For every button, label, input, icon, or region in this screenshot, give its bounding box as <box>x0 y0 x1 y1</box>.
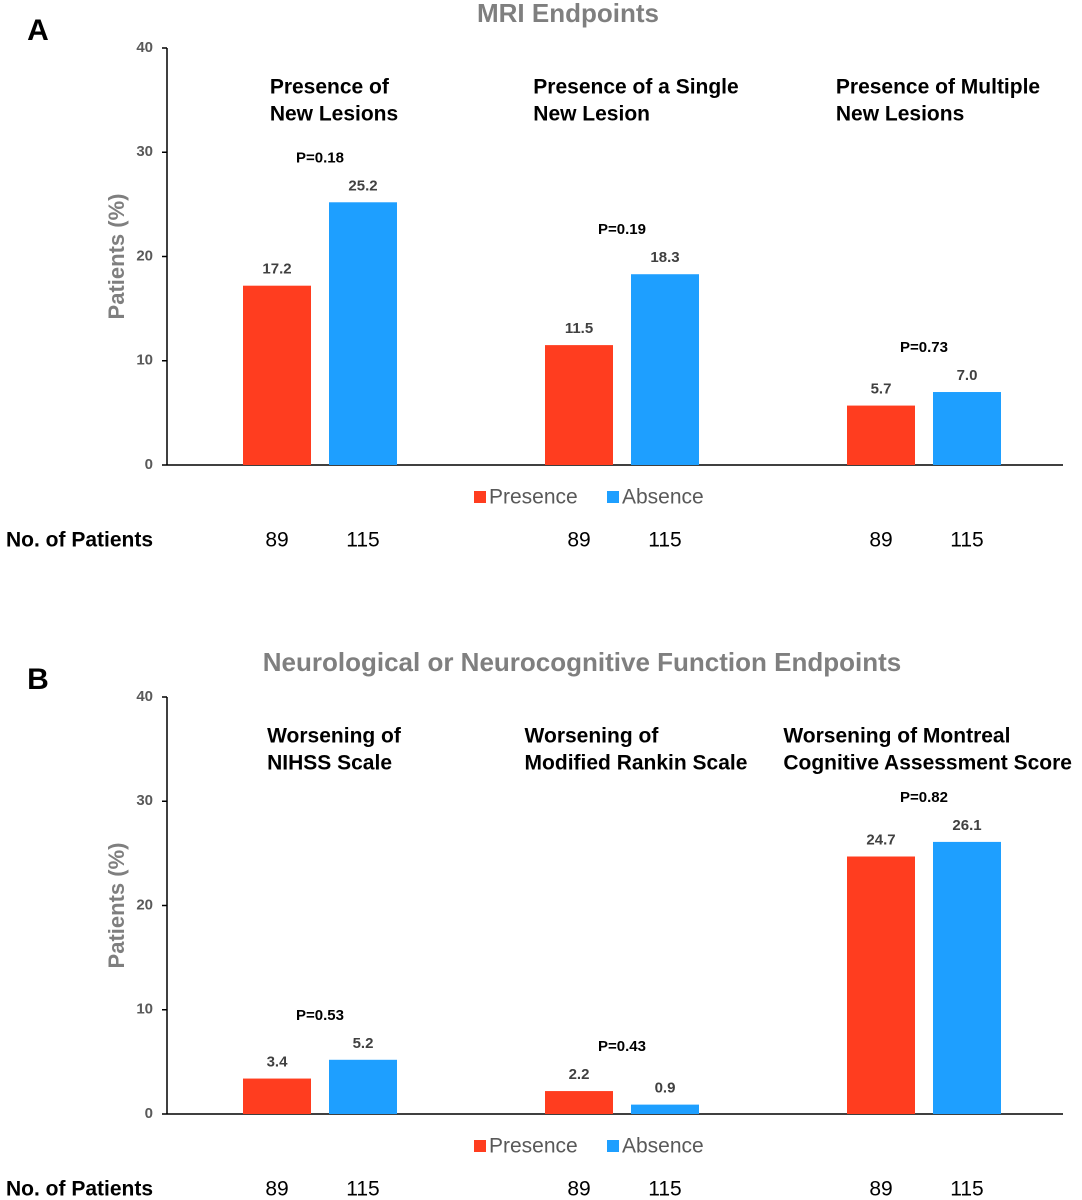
value-label: 25.2 <box>348 177 377 194</box>
category-title-line: Modified Rankin Scale <box>525 752 748 775</box>
y-tick-label: 0 <box>145 1105 153 1122</box>
legend-swatch <box>607 1140 619 1152</box>
bar <box>545 1091 613 1114</box>
y-tick-label: 10 <box>136 352 153 369</box>
y-tick-label: 20 <box>136 247 153 264</box>
patient-count: 89 <box>869 1178 892 1200</box>
category-title-line: Worsening of Montreal <box>783 725 1010 748</box>
legend-label: Absence <box>622 486 704 509</box>
category-title-line: Presence of a Single <box>533 76 738 99</box>
panel-label: B <box>27 663 49 696</box>
bar <box>329 202 397 466</box>
category-title-line: Cognitive Assessment Score <box>783 752 1072 775</box>
p-value: P=0.82 <box>900 789 948 806</box>
value-label: 3.4 <box>267 1054 289 1071</box>
p-value: P=0.19 <box>598 221 646 238</box>
patient-count: 115 <box>346 1178 379 1200</box>
category-title: Worsening of NIHSS Scale <box>267 725 402 775</box>
category-title: Presence of Multiple New Lesions <box>836 76 1040 126</box>
panel-label: A <box>27 14 49 47</box>
y-axis-label: Patients (%) <box>104 194 129 320</box>
y-tick-label: 30 <box>136 792 153 809</box>
bar <box>243 1078 311 1114</box>
category-title: Worsening of Montreal Cognitive Assessmen… <box>783 725 1072 775</box>
patient-count: 115 <box>648 529 681 552</box>
patient-count: 89 <box>869 529 892 552</box>
bar <box>933 392 1001 465</box>
patient-count: 115 <box>950 529 983 552</box>
patients-label: No. of Patients <box>6 529 153 552</box>
value-label: 24.7 <box>866 831 895 848</box>
patient-count: 89 <box>265 1178 288 1200</box>
legend-swatch <box>474 491 486 503</box>
bar <box>847 405 915 465</box>
y-axis-label: Patients (%) <box>104 843 129 969</box>
bar <box>847 856 915 1114</box>
category-title-line: New Lesion <box>533 103 650 126</box>
patients-label: No. of Patients <box>6 1178 153 1200</box>
category-title-line: NIHSS Scale <box>267 752 392 775</box>
value-label: 17.2 <box>262 261 291 278</box>
value-label: 26.1 <box>952 817 981 834</box>
value-label: 2.2 <box>569 1066 590 1083</box>
y-tick-label: 20 <box>136 896 153 913</box>
chart-title: MRI Endpoints <box>477 0 659 28</box>
legend-swatch <box>474 1140 486 1152</box>
y-tick-label: 10 <box>136 1001 153 1018</box>
legend-label: Presence <box>489 486 578 509</box>
legend-label: Presence <box>489 1135 578 1158</box>
p-value: P=0.18 <box>296 149 344 166</box>
patient-count: 89 <box>567 529 590 552</box>
category-title: Worsening of Modified Rankin Scale <box>525 725 748 775</box>
legend-label: Absence <box>622 1135 704 1158</box>
patient-count: 89 <box>567 1178 590 1200</box>
category-title-line: New Lesions <box>836 103 964 126</box>
y-tick-label: 0 <box>145 456 153 473</box>
y-tick-label: 40 <box>136 39 153 56</box>
bar <box>243 285 311 465</box>
category-title-line: Worsening of <box>525 725 660 748</box>
bar <box>933 841 1001 1114</box>
patient-count: 89 <box>265 529 288 552</box>
chart-title: Neurological or Neurocognitive Function … <box>263 647 901 677</box>
category-title-line: New Lesions <box>270 103 398 126</box>
bar <box>545 345 613 465</box>
bar <box>631 274 699 465</box>
value-label: 18.3 <box>650 249 679 266</box>
value-label: 7.0 <box>957 367 978 384</box>
category-title: Presence of a Single New Lesion <box>533 76 738 126</box>
p-value: P=0.43 <box>598 1038 646 1055</box>
legend-swatch <box>607 491 619 503</box>
y-tick-label: 40 <box>136 688 153 705</box>
p-value: P=0.53 <box>296 1007 344 1024</box>
y-tick-label: 30 <box>136 143 153 160</box>
patient-count: 115 <box>346 529 379 552</box>
value-label: 11.5 <box>565 320 593 337</box>
value-label: 5.2 <box>353 1035 374 1052</box>
category-title: Presence of New Lesions <box>270 76 398 126</box>
category-title-line: Worsening of <box>267 725 402 748</box>
category-title-line: Presence of <box>270 76 390 99</box>
value-label: 5.7 <box>871 381 892 398</box>
value-label: 0.9 <box>655 1080 676 1097</box>
p-value: P=0.73 <box>900 339 948 356</box>
bar <box>329 1059 397 1114</box>
patient-count: 115 <box>648 1178 681 1200</box>
patient-count: 115 <box>950 1178 983 1200</box>
bar <box>631 1104 699 1114</box>
category-title-line: Presence of Multiple <box>836 76 1040 99</box>
